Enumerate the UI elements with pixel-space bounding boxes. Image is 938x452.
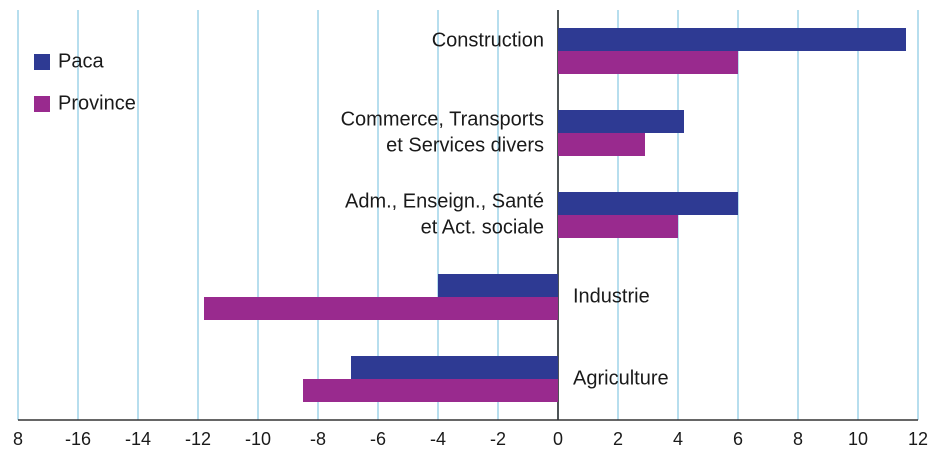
bar bbox=[303, 379, 558, 402]
bar bbox=[558, 215, 678, 238]
category-label: Construction bbox=[432, 29, 544, 51]
x-tick-label: -2 bbox=[490, 429, 506, 449]
bar bbox=[204, 297, 558, 320]
x-tick-label: 6 bbox=[733, 429, 743, 449]
legend-label: Province bbox=[58, 92, 136, 114]
category-label: et Act. sociale bbox=[421, 216, 544, 238]
x-tick-label: 12 bbox=[908, 429, 928, 449]
legend-swatch bbox=[34, 96, 50, 112]
bar bbox=[351, 356, 558, 379]
bar bbox=[438, 274, 558, 297]
x-tick-label: -14 bbox=[125, 429, 151, 449]
x-tick-label: 4 bbox=[673, 429, 683, 449]
legend-swatch bbox=[34, 54, 50, 70]
category-label: et Services divers bbox=[386, 134, 544, 156]
category-label: Industrie bbox=[573, 285, 650, 307]
x-tick-label: 8 bbox=[13, 429, 23, 449]
x-tick-label: -4 bbox=[430, 429, 446, 449]
category-label: Commerce, Transports bbox=[341, 108, 544, 130]
bar bbox=[558, 28, 906, 51]
x-tick-label: 10 bbox=[848, 429, 868, 449]
x-tick-label: 8 bbox=[793, 429, 803, 449]
x-tick-label: 0 bbox=[553, 429, 563, 449]
category-label: Adm., Enseign., Santé bbox=[345, 190, 544, 212]
bar bbox=[558, 110, 684, 133]
x-tick-label: -8 bbox=[310, 429, 326, 449]
x-tick-label: -6 bbox=[370, 429, 386, 449]
bar bbox=[558, 133, 645, 156]
legend-label: Paca bbox=[58, 50, 104, 72]
x-tick-label: -10 bbox=[245, 429, 271, 449]
bar bbox=[558, 51, 738, 74]
x-tick-label: -12 bbox=[185, 429, 211, 449]
bar bbox=[558, 192, 738, 215]
category-label: Agriculture bbox=[573, 367, 669, 389]
x-tick-label: -16 bbox=[65, 429, 91, 449]
x-tick-label: 2 bbox=[613, 429, 623, 449]
